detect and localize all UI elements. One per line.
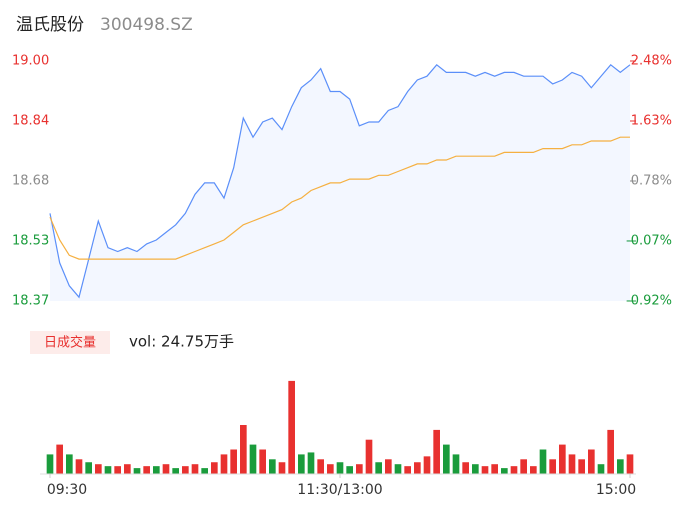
volume-bar <box>443 444 450 474</box>
volume-total: vol: 24.75万手 <box>129 333 234 351</box>
plot-area <box>50 61 630 301</box>
x-tick-label: 11:30/13:00 <box>297 482 382 498</box>
volume-bar <box>559 444 566 474</box>
volume-bar <box>588 449 595 474</box>
volume-bar <box>201 468 208 474</box>
y2-tick-label: -0.92% <box>626 294 672 309</box>
volume-bar <box>423 456 431 474</box>
volume-bar <box>501 468 508 474</box>
volume-bar <box>404 466 411 474</box>
volume-bar <box>133 468 141 474</box>
volume-bar <box>298 454 305 474</box>
volume-bar <box>568 454 576 474</box>
volume-bar <box>375 462 382 474</box>
y-tick-label: 18.37 <box>12 294 49 309</box>
y2-tick-label: 1.63% <box>631 114 672 129</box>
volume-bar <box>472 464 479 474</box>
series-line <box>49 63 631 299</box>
volume-bar <box>414 462 421 474</box>
volume-bar <box>75 459 83 474</box>
volume-bar <box>491 464 498 474</box>
volume-bar <box>85 462 92 474</box>
series-line <box>49 136 630 260</box>
volume-bar <box>278 462 286 474</box>
volume-bar <box>530 466 537 474</box>
volume-bar <box>104 466 112 474</box>
volume-title: 日成交量 <box>44 335 96 351</box>
volume-label-box <box>30 331 110 354</box>
volume-bar <box>481 466 489 474</box>
volume-bar <box>191 464 199 474</box>
volume-bar <box>114 466 121 474</box>
volume-bar <box>211 462 218 474</box>
volume-bar <box>269 459 276 474</box>
volume-bar <box>95 464 102 474</box>
volume-bar <box>452 454 460 474</box>
stock-code: 300498.SZ <box>100 15 193 35</box>
volume-bar <box>66 454 73 474</box>
volume-bar <box>607 429 614 474</box>
volume-bar <box>578 459 585 474</box>
volume-bar <box>249 444 257 474</box>
volume-bar <box>617 459 624 474</box>
volume-bar <box>510 466 518 474</box>
volume-bar <box>288 380 295 474</box>
volume-bar <box>539 449 547 474</box>
volume-bar <box>153 466 160 474</box>
volume-bar <box>220 454 228 474</box>
volume-bar <box>597 464 605 474</box>
volume-bar <box>549 459 556 474</box>
volume-bar <box>240 425 247 474</box>
volume-bar <box>356 464 363 474</box>
volume-bar <box>172 468 179 474</box>
y2-tick-label: 2.48% <box>631 54 672 69</box>
x-tick-label: 09:30 <box>47 482 87 498</box>
volume-bar <box>162 464 170 474</box>
y2-tick-label: -0.07% <box>626 234 672 249</box>
volume-bar <box>230 449 237 474</box>
y-tick-label: 18.84 <box>12 114 49 129</box>
y-tick-label: 19.00 <box>12 54 49 69</box>
y-tick-label: 18.68 <box>12 174 49 189</box>
volume-bar <box>394 464 402 474</box>
volume-bar <box>385 459 392 474</box>
volume-bar <box>317 459 324 474</box>
volume-bar <box>56 444 63 474</box>
y-tick-label: 18.53 <box>12 234 49 249</box>
volume-bar <box>462 462 469 474</box>
volume-bar <box>327 464 334 474</box>
volume-bar <box>336 462 344 474</box>
volume-bar <box>259 449 266 474</box>
volume-bar <box>182 466 189 474</box>
y2-tick-label: 0.78% <box>631 174 672 189</box>
chart-title: 温氏股份 <box>16 15 84 35</box>
volume-bar <box>143 466 150 474</box>
volume-bar <box>346 466 353 474</box>
x-tick-label: 15:00 <box>596 482 636 498</box>
volume-bar <box>365 439 373 474</box>
volume-bar <box>46 454 54 474</box>
volume-bar <box>433 429 440 474</box>
volume-bar <box>520 459 527 474</box>
volume-bar <box>307 452 315 474</box>
volume-bar <box>626 454 634 474</box>
volume-bar <box>124 464 131 474</box>
